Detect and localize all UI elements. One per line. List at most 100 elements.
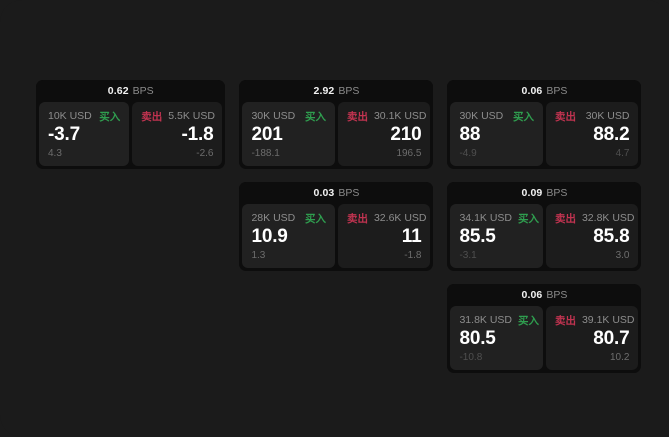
buy-size-label: 28K USD bbox=[251, 212, 296, 224]
buy-price: 85.5 bbox=[459, 226, 496, 247]
sell-subvalue: -2.6 bbox=[196, 148, 214, 159]
buy-panel-header: 31.8K USD 买入 bbox=[459, 314, 539, 327]
card-header: 0.62 BPS bbox=[36, 80, 226, 102]
sell-size-label: 32.8K USD bbox=[581, 212, 635, 224]
sell-tag: 卖出 bbox=[554, 212, 576, 225]
sell-tag: 卖出 bbox=[554, 110, 576, 123]
sell-panel[interactable]: 卖出 30.1K USD 210 196.5 bbox=[337, 102, 431, 166]
sell-panel-header: 卖出 32.8K USD bbox=[554, 212, 635, 225]
buy-panel-header: 10K USD 买入 bbox=[48, 110, 121, 123]
sell-price: 80.7 bbox=[593, 328, 630, 349]
bps-unit-label: BPS bbox=[338, 187, 360, 199]
sell-panel-header: 卖出 32.6K USD bbox=[346, 212, 427, 225]
sell-panel[interactable]: 卖出 5.5K USD -1.8 -2.6 bbox=[132, 102, 223, 166]
sell-subvalue: 10.2 bbox=[610, 352, 630, 363]
sell-size-label: 30K USD bbox=[585, 110, 630, 122]
buy-panel[interactable]: 31.8K USD 买入 80.5 -10.8 bbox=[450, 306, 543, 370]
card-body: 34.1K USD 买入 85.5 -3.1 卖出 32.8K USD 85.8… bbox=[447, 204, 641, 268]
buy-price: 80.5 bbox=[459, 328, 496, 349]
bps-unit-label: BPS bbox=[132, 85, 154, 97]
buy-price: 10.9 bbox=[251, 226, 288, 247]
card-body: 28K USD 买入 10.9 1.3 卖出 32.6K USD 11 -1.8 bbox=[239, 204, 433, 268]
bps-unit-label: BPS bbox=[338, 85, 360, 97]
buy-tag: 买入 bbox=[518, 314, 539, 327]
sell-panel-header: 卖出 39.1K USD bbox=[554, 314, 635, 327]
sell-price: 85.8 bbox=[593, 226, 630, 247]
card-body: 31.8K USD 买入 80.5 -10.8 卖出 39.1K USD 80.… bbox=[447, 306, 641, 370]
card-header: 2.92 BPS bbox=[239, 80, 434, 102]
buy-size-label: 10K USD bbox=[48, 110, 92, 122]
buy-tag: 买入 bbox=[518, 212, 539, 225]
card-body: 30K USD 买入 201 -188.1 卖出 30.1K USD 210 1… bbox=[239, 102, 433, 166]
spread-card[interactable]: 0.62 BPS 10K USD 买入 -3.7 4.3 卖出 bbox=[36, 80, 226, 169]
spread-card[interactable]: 0.03 BPS 28K USD 买入 10.9 1.3 卖出 bbox=[239, 182, 434, 271]
bps-value: 2.92 bbox=[313, 85, 335, 97]
buy-panel[interactable]: 28K USD 买入 10.9 1.3 bbox=[242, 204, 335, 268]
card-header: 0.06 BPS bbox=[447, 284, 642, 306]
sell-price: -1.8 bbox=[181, 124, 214, 145]
buy-size-label: 34.1K USD bbox=[459, 212, 512, 224]
bps-value: 0.06 bbox=[521, 85, 543, 97]
sell-size-label: 39.1K USD bbox=[581, 314, 635, 326]
sell-price: 88.2 bbox=[593, 124, 630, 145]
buy-size-label: 30K USD bbox=[459, 110, 504, 122]
buy-tag: 买入 bbox=[304, 110, 326, 123]
buy-price: -3.7 bbox=[48, 124, 80, 145]
sell-panel[interactable]: 卖出 39.1K USD 80.7 10.2 bbox=[545, 306, 639, 370]
sell-tag: 卖出 bbox=[554, 314, 576, 327]
sell-subvalue: 4.7 bbox=[615, 148, 630, 159]
buy-panel-header: 30K USD 买入 bbox=[251, 110, 326, 123]
card-column-2: 0.06 BPS 30K USD 买入 88 -4.9 卖出 bbox=[447, 80, 642, 373]
card-column-1: 2.92 BPS 30K USD 买入 201 -188.1 卖出 bbox=[239, 80, 434, 271]
sell-subvalue: 196.5 bbox=[396, 148, 422, 159]
sell-price: 11 bbox=[401, 226, 422, 247]
bps-value: 0.62 bbox=[107, 85, 129, 97]
buy-subvalue: -3.1 bbox=[459, 250, 477, 261]
buy-subvalue: -10.8 bbox=[459, 352, 483, 363]
sell-panel-header: 卖出 30K USD bbox=[554, 110, 630, 123]
sell-tag: 卖出 bbox=[346, 110, 368, 123]
sell-size-label: 32.6K USD bbox=[373, 212, 427, 224]
buy-panel-header: 30K USD 买入 bbox=[459, 110, 534, 123]
sell-panel-header: 卖出 5.5K USD bbox=[141, 110, 215, 123]
sell-subvalue: -1.8 bbox=[404, 250, 422, 261]
bps-value: 0.06 bbox=[521, 289, 543, 301]
buy-price: 88 bbox=[459, 124, 481, 145]
sell-tag: 卖出 bbox=[141, 110, 163, 123]
buy-panel[interactable]: 30K USD 买入 201 -188.1 bbox=[242, 102, 335, 166]
spread-card[interactable]: 0.06 BPS 30K USD 买入 88 -4.9 卖出 bbox=[447, 80, 642, 169]
buy-subvalue: -188.1 bbox=[251, 148, 280, 159]
card-body: 30K USD 买入 88 -4.9 卖出 30K USD 88.2 4.7 bbox=[447, 102, 641, 166]
sell-price: 210 bbox=[390, 124, 422, 145]
card-header: 0.06 BPS bbox=[447, 80, 642, 102]
card-header: 0.09 BPS bbox=[447, 182, 642, 204]
buy-price: 201 bbox=[251, 124, 283, 145]
buy-panel-header: 34.1K USD 买入 bbox=[459, 212, 539, 225]
bps-value: 0.03 bbox=[313, 187, 335, 199]
buy-tag: 买入 bbox=[99, 110, 121, 123]
sell-panel[interactable]: 卖出 32.8K USD 85.8 3.0 bbox=[545, 204, 639, 268]
buy-subvalue: 1.3 bbox=[251, 250, 266, 261]
spread-card[interactable]: 2.92 BPS 30K USD 买入 201 -188.1 卖出 bbox=[239, 80, 434, 169]
sell-subvalue: 3.0 bbox=[615, 250, 630, 261]
sell-tag: 卖出 bbox=[346, 212, 368, 225]
spread-card-grid: 0.62 BPS 10K USD 买入 -3.7 4.3 卖出 bbox=[36, 80, 642, 437]
bps-unit-label: BPS bbox=[546, 289, 568, 301]
sell-size-label: 30.1K USD bbox=[373, 110, 427, 122]
sell-panel[interactable]: 卖出 30K USD 88.2 4.7 bbox=[545, 102, 639, 166]
card-body: 10K USD 买入 -3.7 4.3 卖出 5.5K USD -1.8 -2.… bbox=[36, 102, 225, 166]
buy-tag: 买入 bbox=[304, 212, 326, 225]
sell-size-label: 5.5K USD bbox=[168, 110, 215, 122]
buy-tag: 买入 bbox=[512, 110, 534, 123]
spread-card[interactable]: 0.06 BPS 31.8K USD 买入 80.5 -10.8 卖 bbox=[447, 284, 642, 373]
sell-panel[interactable]: 卖出 32.6K USD 11 -1.8 bbox=[337, 204, 431, 268]
spread-card[interactable]: 0.09 BPS 34.1K USD 买入 85.5 -3.1 卖出 bbox=[447, 182, 642, 271]
buy-panel[interactable]: 34.1K USD 买入 85.5 -3.1 bbox=[450, 204, 543, 268]
buy-panel[interactable]: 30K USD 买入 88 -4.9 bbox=[450, 102, 543, 166]
sell-panel-header: 卖出 30.1K USD bbox=[346, 110, 427, 123]
buy-subvalue: -4.9 bbox=[459, 148, 477, 159]
card-column-0: 0.62 BPS 10K USD 买入 -3.7 4.3 卖出 bbox=[36, 80, 226, 169]
buy-subvalue: 4.3 bbox=[48, 148, 62, 159]
buy-panel[interactable]: 10K USD 买入 -3.7 4.3 bbox=[39, 102, 130, 166]
